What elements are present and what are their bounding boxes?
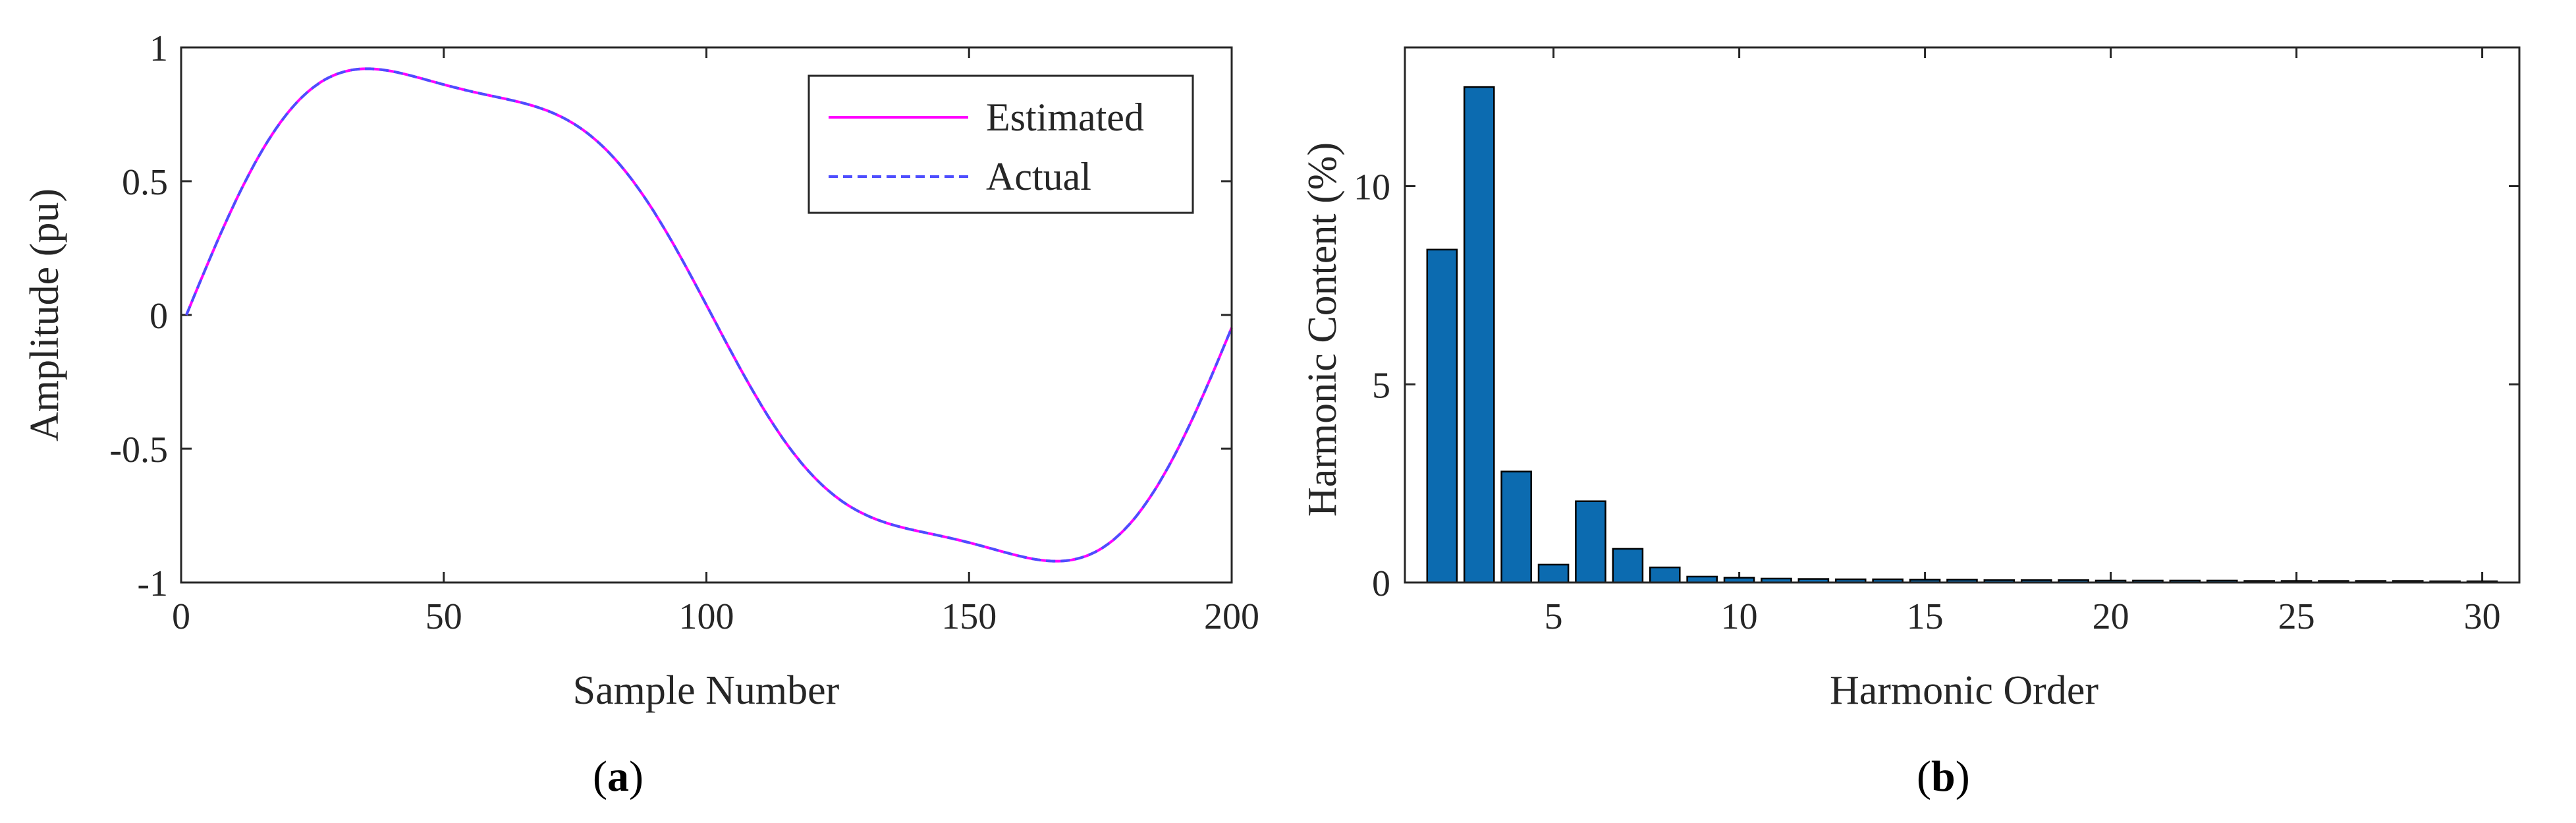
legend-label-estimated: Estimated — [986, 96, 1144, 139]
series-line-actual — [185, 67, 1233, 563]
panel-a-tick-labels: 0 50 100 150 200 -1 -0.5 0 0.5 1 — [109, 28, 1259, 637]
bar-harmonic-2 — [1426, 248, 1458, 584]
panel-a-caption-close: ) — [629, 752, 644, 801]
panel-a-caption-open: ( — [593, 752, 607, 801]
panel-a-x-tick-label: 50 — [425, 596, 462, 637]
bar-harmonic-4 — [1500, 470, 1532, 584]
panel-b-y-axis-label: Harmonic Content (%) — [1300, 142, 1345, 517]
panel-a-legend: Estimated Actual — [808, 74, 1194, 214]
panel-b-axes-box — [1404, 46, 2521, 584]
bar-harmonic-3 — [1463, 86, 1495, 584]
panel-b-x-tick-label: 10 — [1721, 596, 1758, 637]
bar-harmonic-5 — [1537, 563, 1570, 584]
panel-a-y-tick-label: -1 — [137, 563, 168, 604]
panel-a-y-tick-label: -0.5 — [109, 430, 168, 470]
panel-b-y-tick-label: 10 — [1354, 167, 1390, 208]
panel-b-caption-close: ) — [1956, 752, 1970, 801]
panel-a-y-axis-label: Amplitude (pu) — [22, 188, 67, 441]
panel-b-y-tick-label: 0 — [1372, 563, 1390, 604]
panel-a-x-axis-label: Sample Number — [573, 668, 840, 713]
panel-a-axes-box — [180, 46, 1233, 584]
panel-b-x-tick-label: 30 — [2464, 596, 2501, 637]
panel-b-x-tick-label: 20 — [2093, 596, 2129, 637]
panel-a-caption: (a) — [593, 752, 644, 801]
panel-a-y-tick-label: 0 — [150, 296, 168, 337]
panel-b-x-tick-label: 25 — [2278, 596, 2315, 637]
panel-b-y-tick-label: 5 — [1372, 365, 1390, 406]
panel-a-y-tick-label: 0.5 — [122, 162, 168, 203]
panel-b-tick-labels: 5 10 15 20 25 30 0 5 10 — [1354, 167, 2501, 637]
panel-a-x-tick-label: 150 — [941, 596, 997, 637]
panel-a-caption-letter: a — [607, 752, 629, 801]
bar-harmonic-7 — [1612, 548, 1644, 584]
panel-b-plot-area — [1405, 47, 2519, 582]
bar-harmonic-6 — [1575, 500, 1606, 584]
panel-b-caption-letter: b — [1931, 752, 1956, 801]
panel-a-y-tick-label: 1 — [150, 28, 168, 69]
panel-b-bar-chart: 5 10 15 20 25 30 0 5 10 Harmonic Order Harmonic … — [1300, 46, 2521, 801]
panel-a-x-tick-label: 200 — [1204, 596, 1259, 637]
panel-a-x-tick-label: 100 — [679, 596, 734, 637]
bar-harmonic-8 — [1649, 566, 1681, 584]
panel-b-x-axis-label: Harmonic Order — [1830, 668, 2098, 713]
panel-a-line-chart: 0 50 100 150 200 -1 -0.5 0 0.5 1 Sample Number Am… — [22, 28, 1259, 801]
legend-label-actual: Actual — [986, 155, 1091, 198]
panel-b-x-tick-label: 5 — [1545, 596, 1563, 637]
legend-box — [808, 74, 1194, 214]
panel-b-caption-open: ( — [1917, 752, 1931, 801]
panel-b-caption: (b) — [1917, 752, 1970, 801]
panel-b-x-tick-label: 15 — [1907, 596, 1944, 637]
panel-a-series — [185, 67, 1233, 563]
panel-a-x-tick-label: 0 — [172, 596, 190, 637]
